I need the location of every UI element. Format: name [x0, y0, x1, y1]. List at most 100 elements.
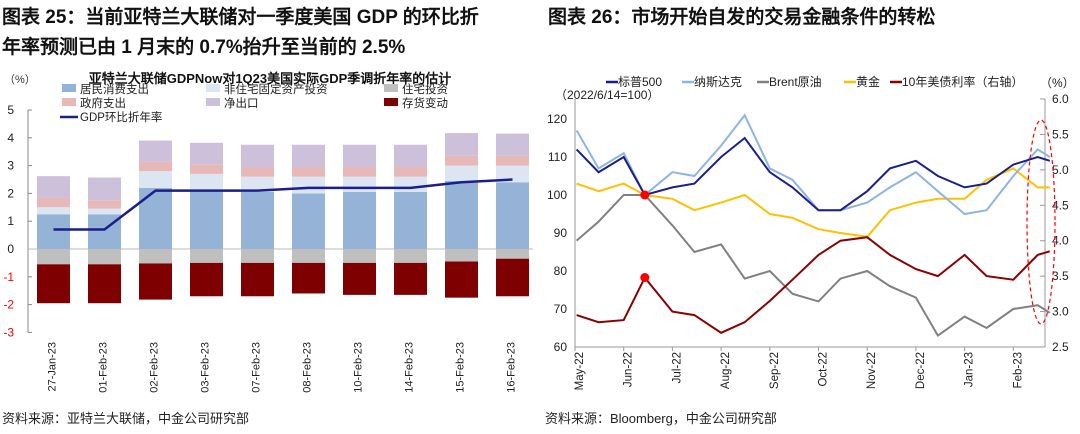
bar-segment: [88, 249, 121, 265]
bar-segment: [496, 165, 529, 183]
x-tick-label: Feb-23: [1012, 352, 1024, 388]
bar-segment: [445, 180, 478, 249]
y-axis-label: （2022/6/14=100）: [555, 88, 659, 102]
y-tick-label: 90: [554, 226, 568, 240]
bar-segment: [445, 155, 478, 166]
bar-segment: [394, 262, 427, 295]
legend-label: Brent原油: [769, 75, 822, 89]
bar-segment: [292, 249, 325, 263]
right-footer: 资料来源：Bloomberg，中金公司研究部: [545, 411, 777, 426]
y-tick-label: -1: [3, 270, 14, 284]
x-tick-label: 27-Jan-23: [47, 342, 59, 392]
event-marker: [640, 190, 650, 200]
y2-tick-label: 5.0: [1052, 163, 1069, 177]
y-axis-label: （%）: [4, 73, 36, 86]
bar-segment: [445, 165, 478, 181]
bar-segment: [88, 200, 121, 209]
y-tick-label: 80: [554, 264, 568, 278]
bar-segment: [139, 263, 172, 300]
left-heading-line2: 年率预测已由 1 月末的 0.7%抬升至当前的 2.5%: [2, 37, 406, 58]
bar-segment: [496, 182, 529, 249]
bar-segment: [37, 264, 70, 304]
y-tick-label: 5: [7, 103, 14, 117]
left-heading-line1: 图表 25：当前亚特兰大联储对一季度美国 GDP 的环比折: [2, 7, 479, 28]
legend-label: 10年美债利率（右轴）: [902, 74, 1023, 89]
x-tick-label: Oct-22: [818, 352, 830, 387]
bar-segment: [496, 249, 529, 259]
bar-segment: [343, 249, 376, 263]
x-tick-label: 10-Feb-23: [353, 342, 365, 393]
bar-segment: [394, 192, 427, 249]
gdp-line: [53, 178, 513, 231]
y2-axis-label: （%）: [1040, 76, 1075, 90]
right-heading: 图表 26：市场开始自发的交易金融条件的转松: [548, 7, 936, 28]
series-line: [576, 167, 1050, 238]
x-tick-label: Jul-22: [671, 352, 683, 383]
bar-segment: [445, 261, 478, 298]
x-tick-label: Jan-23: [964, 352, 976, 387]
legend-label: 标普500: [618, 75, 662, 89]
bar-segment: [139, 187, 172, 249]
left-footer: 资料来源：亚特兰大联储，中金公司研究部: [2, 411, 250, 426]
legend-label: 住宅投资: [402, 82, 448, 96]
bar-segment: [190, 190, 223, 249]
legend-swatch: [384, 84, 398, 92]
bar-segment: [139, 249, 172, 264]
y2-tick-label: 5.5: [1052, 127, 1069, 141]
legend-swatch: [206, 84, 220, 92]
bar-segment: [292, 193, 325, 249]
y-tick-label: 0: [7, 242, 14, 256]
bar-segment: [241, 262, 274, 297]
legend-label: 政府支出: [80, 96, 126, 110]
legend-label: 存货变动: [402, 96, 448, 110]
bar-segment: [190, 173, 223, 191]
y-tick-label: 4: [7, 131, 14, 145]
legend-label: 黄金: [856, 74, 880, 89]
x-tick-label: 08-Feb-23: [302, 342, 314, 393]
legend-swatch: [206, 98, 220, 106]
x-tick-label: Jun-22: [623, 352, 635, 387]
bar-segment: [292, 144, 325, 167]
y-tick-label: 1: [7, 214, 14, 228]
x-tick-label: 15-Feb-23: [455, 342, 467, 393]
legend-swatch: [384, 98, 398, 106]
event-marker: [640, 273, 650, 283]
series-line: [576, 236, 1051, 334]
highlight-ellipse: [1026, 119, 1056, 325]
bar-segment: [343, 262, 376, 295]
legend-label: 非住宅固定资产投资: [224, 82, 328, 96]
y2-tick-label: 4.0: [1052, 234, 1069, 248]
y2-tick-label: 4.5: [1052, 198, 1069, 212]
chart-title: 亚特兰大联储GDPNow对1Q23美国实际GDP季调折年率的估计: [89, 71, 452, 86]
x-tick-label: 16-Feb-23: [506, 342, 518, 393]
bar-segment: [343, 176, 376, 193]
x-tick-label: Dec-22: [915, 352, 927, 389]
bar-segment: [343, 166, 376, 177]
x-tick-label: 01-Feb-23: [98, 342, 110, 393]
bar-segment: [445, 133, 478, 156]
legend-label: GDP环比折年率: [80, 110, 162, 124]
y-tick-label: 100: [547, 188, 567, 202]
bar-segment: [37, 176, 70, 198]
x-tick-label: 07-Feb-23: [251, 342, 263, 393]
bar-segment: [343, 144, 376, 167]
bar-segment: [496, 258, 529, 297]
bar-segment: [343, 192, 376, 249]
legend-label: 居民消费支出: [80, 82, 149, 96]
y2-tick-label: 6.0: [1052, 92, 1069, 106]
bar-segment: [394, 176, 427, 193]
y-tick-label: -3: [3, 325, 14, 339]
bar-segment: [445, 249, 478, 262]
x-tick-label: Aug-22: [720, 352, 732, 389]
y-tick-label: 70: [554, 302, 568, 316]
bar-segment: [88, 208, 121, 215]
bar-segment: [496, 133, 529, 156]
bar-segment: [88, 264, 121, 304]
y-tick-label: 60: [554, 340, 568, 354]
bar-segment: [190, 262, 223, 297]
bar-segment: [139, 161, 172, 172]
legend-swatch: [62, 98, 76, 106]
bar-segment: [37, 249, 70, 265]
series-line: [575, 194, 1051, 338]
